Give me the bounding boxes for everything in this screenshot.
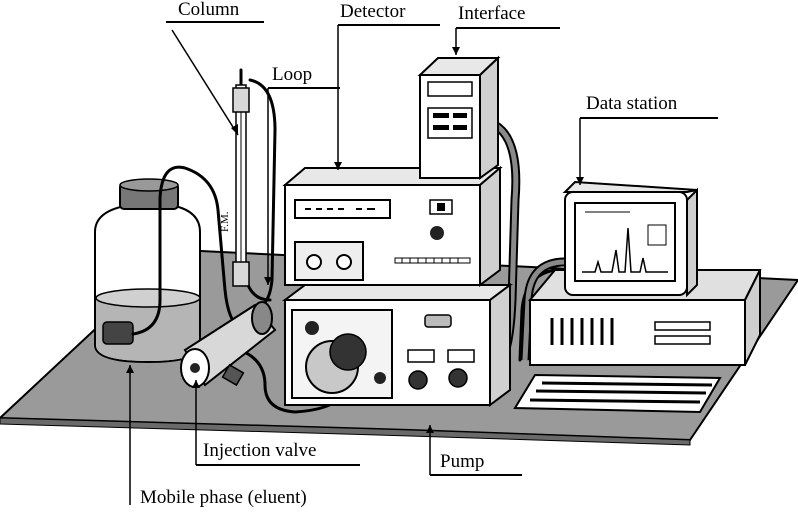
interface-unit	[417, 55, 501, 180]
detector-cell-panel	[294, 241, 364, 281]
leader-lines	[129, 21, 718, 505]
label-data-station: Data station	[586, 93, 678, 114]
label-interface: Interface	[458, 3, 526, 24]
label-pump: Pump	[440, 451, 485, 472]
label-loop: Loop	[272, 64, 313, 85]
injection-valve	[180, 301, 277, 388]
chromatogram-trace	[582, 227, 668, 273]
label-injection-valve: Injection valve	[203, 440, 317, 461]
label-mobile-phase: Mobile phase (eluent)	[140, 487, 307, 508]
label-detector: Detector	[340, 1, 406, 22]
bench-plate-front	[0, 417, 691, 446]
detector-unit	[282, 165, 503, 287]
pump-unit	[282, 283, 513, 407]
leader-arrowheads	[126, 47, 584, 433]
column-marking: F.M.	[219, 211, 231, 232]
column	[232, 84, 250, 287]
solvent-filter	[102, 321, 134, 345]
data-station	[513, 180, 762, 414]
label-column: Column	[178, 0, 240, 20]
solvent-bottle	[94, 178, 201, 364]
